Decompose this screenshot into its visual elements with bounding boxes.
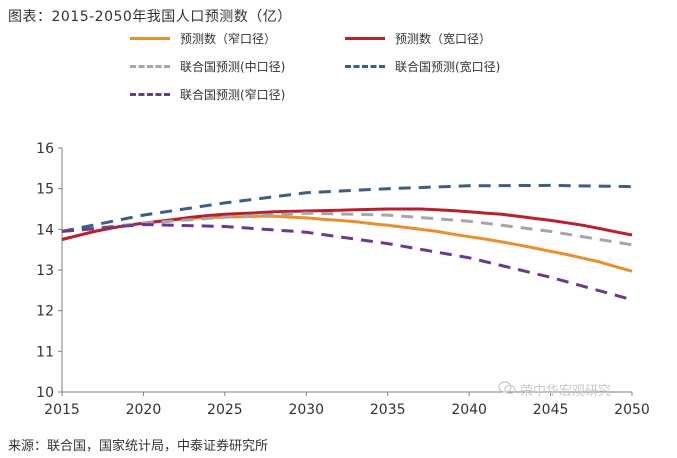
legend-item-forecast-narrow: 预测数（窄口径） xyxy=(130,28,276,48)
legend-label-un-narrow: 联合国预测(窄口径) xyxy=(180,87,286,102)
x-tick-label: 2030 xyxy=(288,402,324,418)
legend-item-un-narrow: 联合国预测(窄口径) xyxy=(130,84,285,104)
series-line-un-wide xyxy=(61,183,633,233)
legend-swatch-forecast-narrow xyxy=(130,36,170,40)
legend: 预测数（窄口径） 预测数（宽口径） 联合国预测(中口径) 联合国预测(宽口径) … xyxy=(0,0,677,130)
series-line-forecast-wide xyxy=(61,207,633,241)
legend-swatch-un-narrow xyxy=(130,92,170,96)
chart-title: 图表：2015-2050年我国人口预测数（亿） xyxy=(8,9,292,25)
y-tick-label: 10 xyxy=(36,385,54,401)
legend-label-un-wide: 联合国预测(宽口径) xyxy=(395,59,501,74)
legend-swatch-forecast-wide xyxy=(345,36,385,40)
watermark: 荣中华宏观研究 xyxy=(498,380,611,399)
x-tick-label: 2035 xyxy=(370,402,406,418)
x-tick-label: 2045 xyxy=(533,402,569,418)
legend-label-un-medium: 联合国预测(中口径) xyxy=(180,59,286,74)
source-note: 来源：联合国，国家统计局，中泰证券研究所 xyxy=(8,439,269,454)
x-tick-label: 2015 xyxy=(44,402,80,418)
watermark-text: 荣中华宏观研究 xyxy=(520,384,612,399)
y-tick-label: 16 xyxy=(36,141,54,157)
x-tick-label: 2050 xyxy=(614,402,650,418)
x-tick-label: 2020 xyxy=(126,402,162,418)
y-tick-label: 12 xyxy=(36,304,54,320)
legend-item-forecast-wide: 预测数（宽口径） xyxy=(345,28,491,48)
y-tick-label: 14 xyxy=(36,222,54,238)
legend-swatch-un-wide xyxy=(345,64,385,68)
series-line-un-narrow xyxy=(61,223,633,302)
y-tick-label: 13 xyxy=(36,263,54,279)
legend-item-un-wide: 联合国预测(宽口径) xyxy=(345,56,500,76)
legend-label-forecast-wide: 预测数（宽口径） xyxy=(395,31,492,46)
wechat-icon xyxy=(498,381,516,399)
legend-item-un-medium: 联合国预测(中口径) xyxy=(130,56,285,76)
x-tick-label: 2040 xyxy=(451,402,487,418)
y-tick-label: 11 xyxy=(36,344,54,360)
series-line-un-medium xyxy=(61,211,633,247)
legend-swatch-un-medium xyxy=(130,64,170,68)
x-tick-label: 2025 xyxy=(207,402,243,418)
y-tick-label: 15 xyxy=(36,182,54,198)
legend-label-forecast-narrow: 预测数（窄口径） xyxy=(180,31,277,46)
